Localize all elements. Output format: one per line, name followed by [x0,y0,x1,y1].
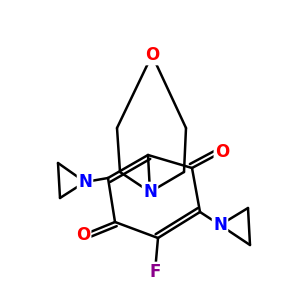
Text: N: N [213,216,227,234]
Text: O: O [145,46,159,64]
Text: O: O [76,226,90,244]
Text: F: F [149,263,161,281]
Text: N: N [143,183,157,201]
Text: N: N [78,173,92,191]
Text: O: O [215,143,229,161]
